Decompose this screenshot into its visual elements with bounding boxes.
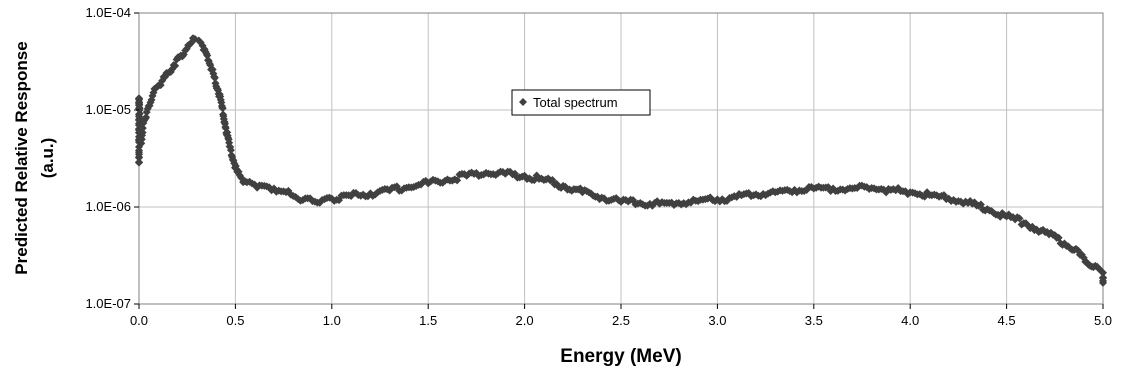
x-axis-title: Energy (MeV) (560, 346, 681, 367)
data-points (135, 34, 1107, 287)
data-point (210, 73, 219, 82)
y-tick-label: 1.0E-05 (85, 102, 131, 117)
x-tick-label: 2.0 (516, 313, 534, 328)
data-point (138, 124, 147, 133)
data-point (1099, 268, 1107, 277)
x-tick-label: 2.5 (612, 313, 630, 328)
data-point (226, 146, 235, 155)
data-point (135, 109, 144, 118)
legend-box (511, 89, 651, 116)
x-tick-label: 0.0 (130, 313, 148, 328)
legend-series-name: Total spectrum (533, 95, 618, 110)
legend: Total spectrum (511, 89, 651, 116)
y-axis-title: Predicted Relative Response (a.u.) (12, 41, 57, 274)
data-point (453, 176, 462, 185)
x-tick-label: 5.0 (1094, 313, 1112, 328)
data-point (138, 128, 147, 137)
data-point (1015, 214, 1024, 223)
y-tick-label: 1.0E-04 (85, 5, 131, 20)
y-axis-title-line-1: Predicted Relative Response (12, 41, 31, 274)
data-point (171, 61, 180, 70)
x-tick-label: 1.5 (419, 313, 437, 328)
x-axis-tick-labels: 0.0 0.5 1.0 1.5 2.0 2.5 3.0 3.5 4.0 4.5 5.0 (130, 304, 1112, 328)
y-axis-tick-labels: 1.0E-07 1.0E-06 1.0E-05 1.0E-04 (85, 5, 139, 311)
data-point (218, 104, 227, 113)
x-tick-label: 3.0 (708, 313, 726, 328)
data-point (1099, 278, 1107, 287)
y-tick-label: 1.0E-06 (85, 199, 131, 214)
data-point (142, 113, 151, 122)
data-point (135, 158, 143, 167)
legend-diamond-marker (519, 98, 527, 106)
x-tick-label: 0.5 (226, 313, 244, 328)
y-axis-title-line-2: (a.u.) (38, 138, 57, 179)
x-tick-label: 1.0 (323, 313, 341, 328)
x-tick-label: 4.5 (998, 313, 1016, 328)
y-tick-label: 1.0E-07 (85, 296, 131, 311)
gridlines (139, 13, 1103, 304)
x-tick-label: 3.5 (805, 313, 823, 328)
x-tick-label: 4.0 (901, 313, 919, 328)
